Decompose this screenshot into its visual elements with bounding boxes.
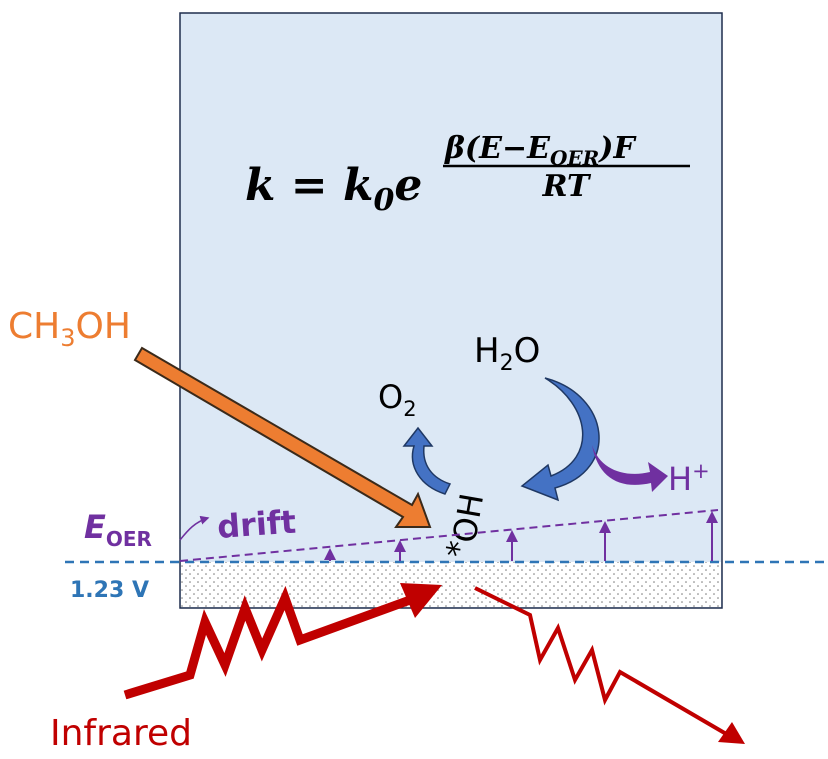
electrode-texture — [181, 562, 721, 607]
drift-label: drift — [216, 503, 297, 546]
drift-pointer — [179, 515, 210, 541]
hydroxyl-label: *OH — [439, 490, 492, 562]
electrolyte-box — [179, 12, 723, 609]
water-label: H2O — [474, 331, 540, 376]
proton-label: H+ — [668, 459, 710, 498]
equation: k = k0e — [245, 160, 422, 218]
exponent-denominator: RT — [542, 169, 592, 204]
drift-arrows — [324, 511, 718, 561]
methanol-arrow — [133, 346, 432, 528]
infrared-in-head — [400, 583, 442, 618]
infrared-out-head — [718, 722, 745, 744]
methanol-label: CH3OH — [8, 306, 131, 352]
infrared-in — [123, 585, 412, 700]
oxygen-label: O2 — [378, 378, 417, 421]
eoer-label: EOER — [84, 508, 152, 551]
oxygen-arrow — [402, 426, 452, 495]
infrared-label: Infrared — [50, 713, 192, 754]
water-arrow — [520, 377, 600, 502]
infrared-out — [474, 586, 730, 737]
potential-label: 1.23 V — [70, 578, 149, 603]
exponent-numerator: β(E−EOER)F — [444, 131, 637, 170]
proton-arrow — [592, 445, 668, 492]
